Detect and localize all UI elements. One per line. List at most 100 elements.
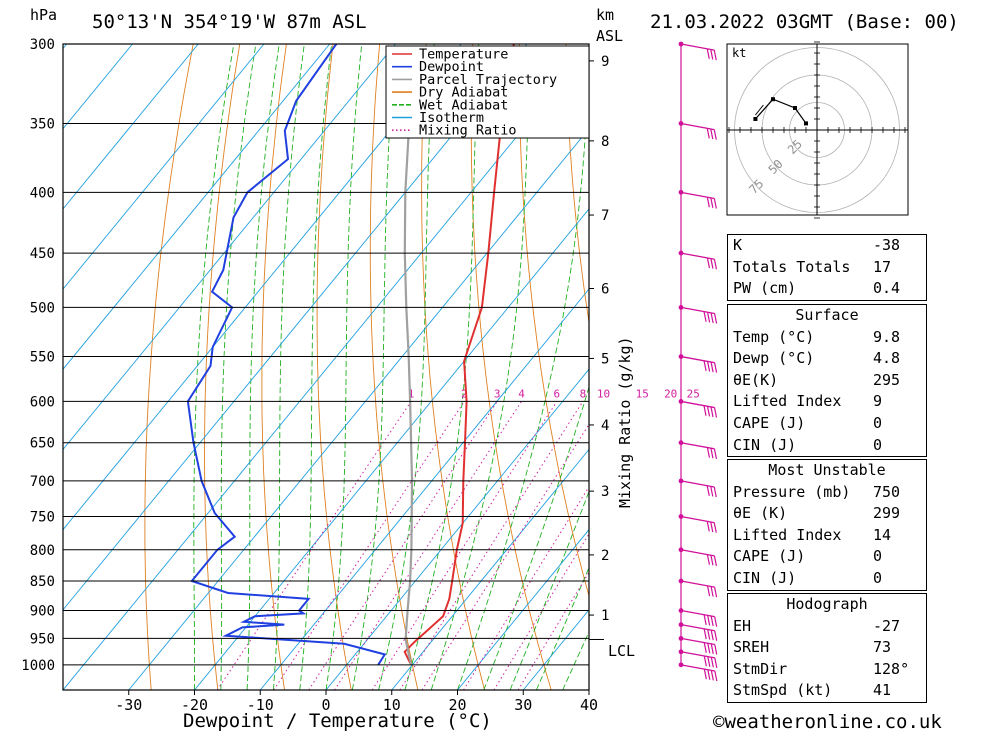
mixing-ratio-line bbox=[273, 401, 465, 690]
mixing-ratio-value: 2 bbox=[461, 387, 468, 400]
wind-staff bbox=[680, 549, 715, 557]
index-value: 17 bbox=[873, 257, 892, 276]
wind-barb bbox=[710, 521, 714, 533]
wind-staff bbox=[680, 252, 715, 260]
wet-adiabat bbox=[378, 44, 435, 690]
background-lines bbox=[63, 27, 1000, 695]
wind-point bbox=[678, 514, 684, 519]
temperature-line bbox=[403, 44, 515, 666]
wind-barb bbox=[703, 628, 707, 640]
mixing-ratio-line bbox=[399, 401, 584, 690]
index-value: 4.8 bbox=[873, 349, 901, 368]
hodograph-table: Hodograph EH -27 SREH 73 StmDir 128° StmSpd… bbox=[727, 593, 927, 703]
pressure-tick-label: 300 bbox=[30, 37, 55, 53]
wind-barb bbox=[706, 554, 711, 565]
hodograph-trace bbox=[754, 98, 807, 124]
index-value: 0.4 bbox=[873, 279, 901, 298]
index-value: 14 bbox=[873, 525, 892, 544]
mixing-ratio-value: 4 bbox=[518, 387, 525, 400]
dry-adiabat bbox=[981, 27, 1000, 695]
mixing-ratio-value: 6 bbox=[553, 387, 560, 400]
x-tick-label: 20 bbox=[448, 696, 466, 714]
wind-barb bbox=[706, 257, 711, 269]
pressure-tick-label: 800 bbox=[30, 543, 55, 559]
hodograph-point bbox=[804, 121, 808, 126]
index-row: Totals Totals 17 bbox=[728, 257, 926, 279]
temperature-axis: -30 -20 -10 0 10 20 30 40 bbox=[115, 690, 598, 714]
mixing-ratio-value: 25 bbox=[687, 387, 700, 400]
wind-barb bbox=[710, 406, 714, 418]
dry-adiabat bbox=[518, 44, 589, 598]
wind-barb bbox=[714, 630, 718, 641]
x-tick-label: 10 bbox=[383, 696, 401, 714]
wind-barb bbox=[703, 669, 707, 680]
mixing-ratio-line bbox=[517, 571, 589, 690]
index-row: θE (K) 299 bbox=[728, 503, 926, 525]
isotherm bbox=[63, 44, 133, 130]
wind-barb bbox=[703, 614, 707, 625]
dewpoint-line bbox=[186, 44, 387, 666]
pressure-tick-label: 1000 bbox=[21, 658, 55, 674]
surface-title: Surface bbox=[795, 306, 859, 324]
height-tick-label: 7 bbox=[601, 208, 609, 224]
index-row: EH -27 bbox=[728, 616, 926, 638]
wind-barb bbox=[710, 643, 714, 655]
wind-barb bbox=[713, 198, 717, 209]
index-label: Temp (°C) bbox=[733, 327, 815, 346]
index-value: -27 bbox=[873, 616, 901, 635]
index-value: 750 bbox=[873, 482, 901, 501]
pressure-tick-label: 400 bbox=[30, 185, 55, 201]
parcel-trajectory-line bbox=[403, 60, 423, 666]
mixing-ratio-line bbox=[308, 401, 498, 690]
legend-entry: Dewpoint bbox=[419, 59, 484, 75]
index-value: 9.8 bbox=[873, 327, 901, 346]
dry-adiabat bbox=[261, 44, 287, 690]
wind-barb bbox=[710, 258, 714, 269]
pressure-tick-label: 750 bbox=[30, 510, 55, 526]
wind-barb bbox=[706, 48, 710, 60]
pressure-tick-label: 500 bbox=[30, 300, 55, 316]
dry-adiabat bbox=[204, 44, 241, 690]
mixing-ratio-value: 1 bbox=[408, 387, 415, 400]
isotherm bbox=[63, 47, 589, 690]
index-label: Totals Totals bbox=[733, 257, 851, 276]
credit: ©weatheronline.co.uk bbox=[713, 711, 942, 733]
index-row: Lifted Index 9 bbox=[728, 391, 926, 413]
surface-table: Surface Temp (°C) 9.8 Dewp (°C) 4.8 θE(K) 2… bbox=[727, 304, 927, 458]
pressure-tick-label: 700 bbox=[30, 474, 55, 490]
datetime-title: 21.03.2022 03GMT (Base: 00) bbox=[650, 11, 959, 33]
legend-entry: Isotherm bbox=[419, 110, 484, 126]
index-row: K -38 bbox=[728, 235, 926, 257]
wind-barb bbox=[710, 615, 714, 627]
x-tick-label: 30 bbox=[514, 696, 532, 714]
dry-adiabat bbox=[316, 44, 352, 690]
wind-barb bbox=[710, 361, 714, 373]
isotherm bbox=[391, 448, 589, 690]
wind-staff bbox=[680, 664, 715, 672]
isotherm bbox=[63, 44, 528, 611]
mixing-ratio-axis-label: Mixing Ratio (g/kg) bbox=[616, 336, 634, 508]
wind-barb bbox=[710, 128, 714, 140]
index-label: CIN (J) bbox=[733, 435, 797, 454]
index-label: EH bbox=[733, 616, 752, 635]
index-row: StmSpd (kt) 41 bbox=[728, 680, 926, 702]
index-label: Lifted Index bbox=[733, 392, 842, 411]
index-label: StmSpd (kt) bbox=[733, 681, 833, 700]
wind-barb bbox=[713, 129, 717, 140]
height-tick-label: 4 bbox=[601, 418, 609, 434]
wind-barb bbox=[706, 128, 710, 139]
index-label: θE(K) bbox=[733, 370, 779, 389]
index-row: Pressure (mb) 750 bbox=[728, 482, 926, 504]
x-axis-label: Dewpoint / Temperature (°C) bbox=[183, 710, 492, 732]
index-label: Dewp (°C) bbox=[733, 349, 815, 368]
hodograph-title: Hodograph bbox=[786, 595, 868, 613]
index-value: 73 bbox=[873, 638, 892, 657]
wind-barb bbox=[703, 405, 707, 416]
wind-point bbox=[678, 649, 684, 655]
wind-barb bbox=[713, 587, 718, 598]
index-value: 299 bbox=[873, 504, 901, 523]
wind-barb bbox=[707, 656, 711, 667]
x-tick-label: 40 bbox=[580, 696, 598, 714]
index-value: 0 bbox=[873, 435, 883, 454]
wind-staff bbox=[680, 480, 715, 488]
